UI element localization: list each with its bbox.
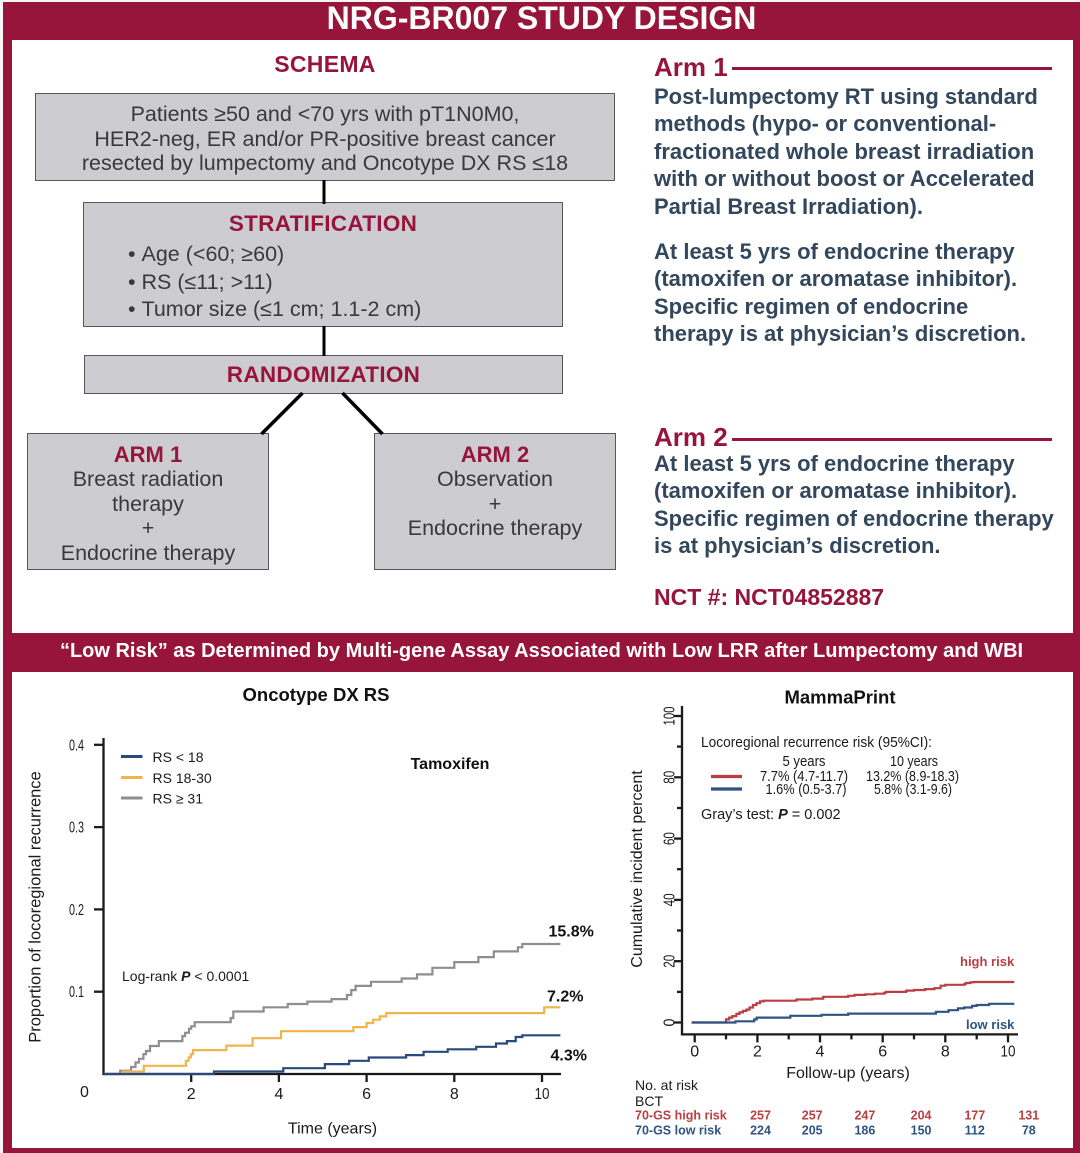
svg-text:8: 8 bbox=[941, 1043, 950, 1060]
svg-text:0.4: 0.4 bbox=[69, 737, 84, 754]
svg-text:4: 4 bbox=[274, 1086, 283, 1103]
svg-text:40: 40 bbox=[662, 893, 679, 906]
svg-text:112: 112 bbox=[965, 1124, 985, 1138]
svg-text:60: 60 bbox=[662, 832, 679, 845]
svg-text:4: 4 bbox=[816, 1043, 825, 1060]
svg-text:15.8%: 15.8% bbox=[549, 924, 594, 941]
svg-text:7.7% (4.7-11.7): 7.7% (4.7-11.7) bbox=[760, 768, 848, 785]
svg-text:4.3%: 4.3% bbox=[551, 1048, 587, 1065]
svg-text:257: 257 bbox=[750, 1109, 771, 1123]
svg-text:10 years: 10 years bbox=[890, 753, 938, 770]
svg-text:RS 18-30: RS 18-30 bbox=[153, 770, 212, 786]
svg-text:7.2%: 7.2% bbox=[547, 989, 583, 1006]
svg-text:RS ≥ 31: RS ≥ 31 bbox=[153, 790, 204, 806]
svg-text:Proportion of locoregional rec: Proportion of locoregional recurrence bbox=[27, 771, 45, 1043]
svg-text:257: 257 bbox=[802, 1109, 823, 1123]
svg-text:224: 224 bbox=[750, 1124, 771, 1138]
svg-text:0: 0 bbox=[80, 1084, 89, 1101]
svg-text:2: 2 bbox=[753, 1043, 762, 1060]
svg-text:Cumulative incident percent: Cumulative incident percent bbox=[629, 770, 646, 968]
svg-text:6: 6 bbox=[878, 1043, 887, 1060]
svg-text:No. at risk: No. at risk bbox=[635, 1077, 699, 1093]
svg-text:205: 205 bbox=[802, 1124, 823, 1138]
svg-text:0: 0 bbox=[690, 1043, 699, 1060]
svg-text:177: 177 bbox=[964, 1109, 985, 1123]
svg-text:70-GS low risk: 70-GS low risk bbox=[635, 1124, 721, 1138]
svg-text:10: 10 bbox=[535, 1086, 550, 1103]
svg-text:Time (years): Time (years) bbox=[288, 1121, 377, 1138]
svg-text:BCT: BCT bbox=[635, 1093, 663, 1109]
svg-text:131: 131 bbox=[1018, 1109, 1039, 1123]
svg-text:80: 80 bbox=[662, 771, 679, 784]
svg-text:high risk: high risk bbox=[960, 954, 1015, 969]
svg-text:1.6% (0.5-3.7): 1.6% (0.5-3.7) bbox=[766, 781, 847, 798]
svg-text:186: 186 bbox=[854, 1124, 875, 1138]
svg-text:6: 6 bbox=[362, 1086, 371, 1103]
svg-text:low risk: low risk bbox=[966, 1017, 1015, 1032]
svg-text:13.2% (8.9-18.3): 13.2% (8.9-18.3) bbox=[866, 768, 959, 785]
svg-text:Tamoxifen: Tamoxifen bbox=[411, 756, 490, 773]
svg-text:100: 100 bbox=[662, 706, 679, 725]
svg-text:RS < 18: RS < 18 bbox=[153, 749, 204, 765]
svg-text:70-GS high risk: 70-GS high risk bbox=[635, 1109, 727, 1123]
svg-text:Locoregional recurrence risk (: Locoregional recurrence risk (95%CI): bbox=[701, 734, 932, 751]
svg-text:5.8% (3.1-9.6): 5.8% (3.1-9.6) bbox=[874, 781, 952, 798]
svg-text:10: 10 bbox=[1001, 1043, 1016, 1060]
svg-text:Log-rank P < 0.0001: Log-rank P < 0.0001 bbox=[122, 968, 249, 984]
svg-text:0.2: 0.2 bbox=[69, 902, 84, 919]
svg-text:5 years: 5 years bbox=[783, 753, 826, 770]
svg-text:0.3: 0.3 bbox=[69, 820, 84, 837]
svg-text:204: 204 bbox=[911, 1109, 932, 1123]
svg-text:8: 8 bbox=[450, 1086, 459, 1103]
svg-text:150: 150 bbox=[911, 1124, 932, 1138]
svg-text:Gray’s test: P = 0.002: Gray’s test: P = 0.002 bbox=[701, 807, 841, 823]
svg-text:0: 0 bbox=[662, 1018, 679, 1026]
svg-text:20: 20 bbox=[662, 955, 679, 968]
svg-text:Oncotype DX RS: Oncotype DX RS bbox=[243, 684, 390, 705]
svg-text:MammaPrint: MammaPrint bbox=[784, 687, 895, 708]
svg-text:78: 78 bbox=[1022, 1124, 1036, 1138]
svg-text:2: 2 bbox=[187, 1086, 196, 1103]
svg-text:0.1: 0.1 bbox=[69, 984, 84, 1001]
svg-text:Follow-up (years): Follow-up (years) bbox=[786, 1065, 910, 1082]
svg-text:247: 247 bbox=[854, 1109, 875, 1123]
